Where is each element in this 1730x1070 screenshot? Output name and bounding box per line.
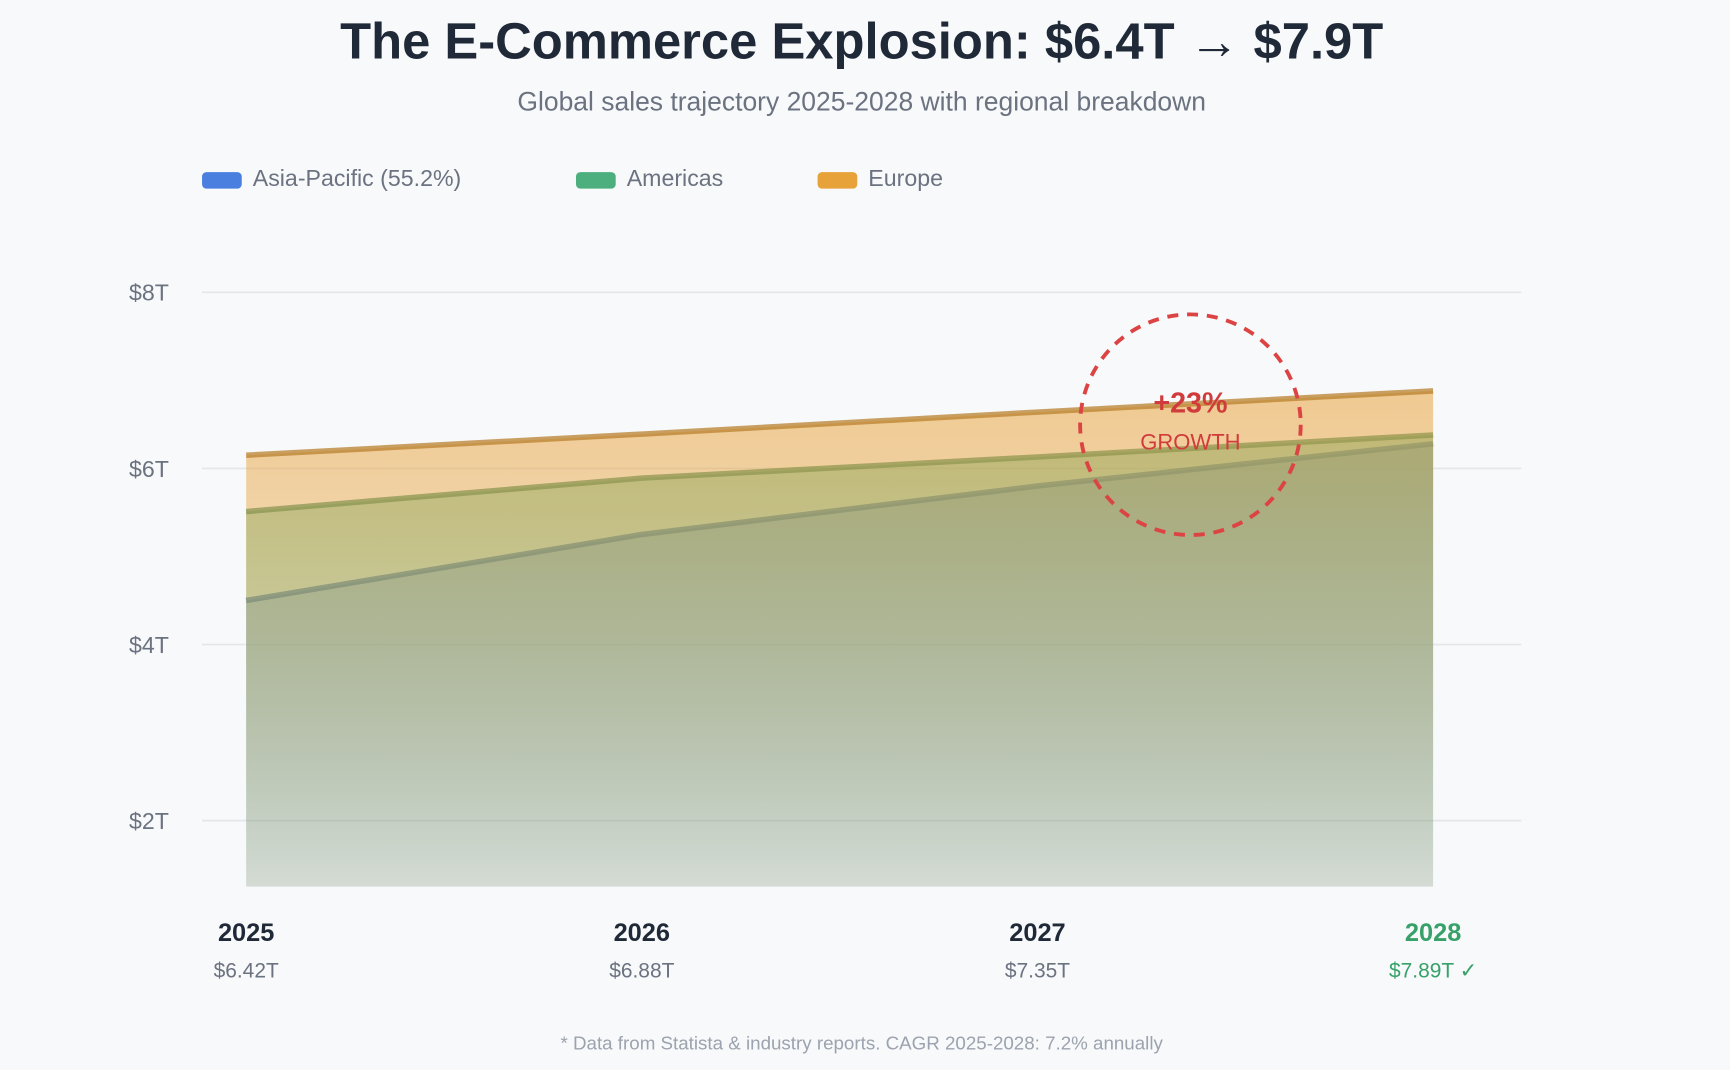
- legend-label: Asia-Pacific (55.2%): [253, 165, 461, 191]
- legend-label: Americas: [627, 165, 724, 191]
- legend-swatch: [575, 172, 616, 189]
- footnote: * Data from Statista & industry reports.…: [560, 1033, 1163, 1054]
- legend-label: Europe: [868, 165, 943, 191]
- total-label: $7.35T: [1005, 959, 1070, 982]
- area: [246, 390, 1434, 887]
- chart-title: The E-Commerce Explosion: $6.4T → $7.9T: [340, 13, 1383, 70]
- legend-swatch: [817, 172, 858, 189]
- y-tick-label: $6T: [129, 456, 169, 482]
- y-tick-label: $2T: [129, 808, 169, 834]
- total-label: $6.42T: [214, 959, 279, 982]
- x-tick-label: 2025: [218, 919, 274, 947]
- x-tick-label: 2027: [1009, 919, 1065, 947]
- chart-subtitle: Global sales trajectory 2025-2028 with r…: [517, 87, 1206, 117]
- total-label: $6.88T: [609, 959, 674, 982]
- x-tick-label: 2028: [1405, 919, 1461, 947]
- annotation-label: GROWTH: [1140, 429, 1240, 454]
- y-tick-label: $4T: [129, 632, 169, 658]
- line: [246, 388, 1434, 458]
- y-tick-label: $8T: [129, 280, 169, 306]
- annotation-circle: [1078, 312, 1303, 537]
- legend-swatch: [202, 172, 242, 189]
- annotation-value: +23%: [1153, 387, 1227, 419]
- total-label: $7.89T ✓: [1389, 959, 1477, 982]
- x-tick-label: 2026: [614, 919, 670, 947]
